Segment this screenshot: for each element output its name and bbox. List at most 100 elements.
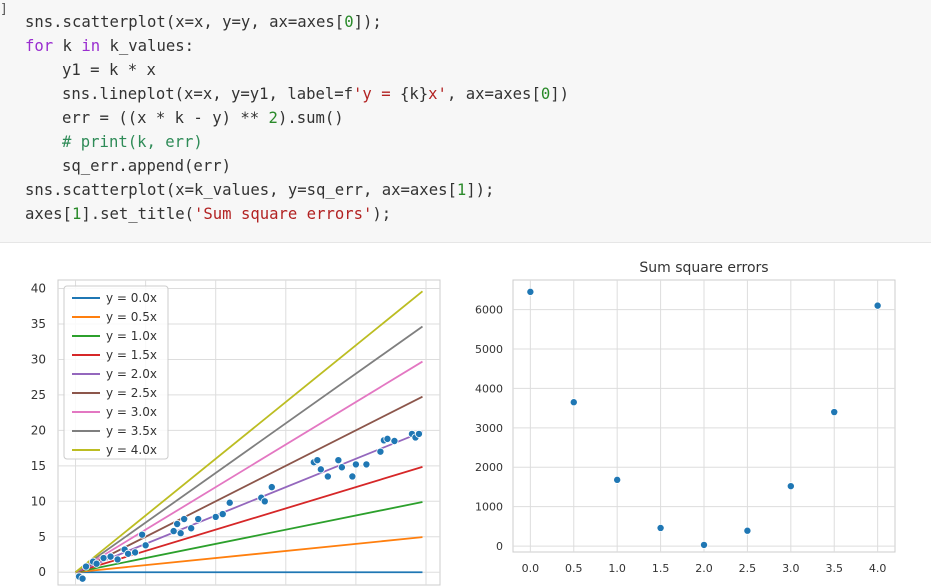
sum-square-errors-chart: Sum square errors 0.0 0.5 1.0 1.5 2.0 2.5 3.0 3.… (475, 260, 896, 575)
scatter-point (337, 463, 346, 472)
legend-label: y = 4.0x (106, 443, 157, 457)
scatter-point (569, 398, 578, 407)
legend-label: y = 3.0x (106, 405, 157, 419)
y-tick-label: 15 (31, 459, 46, 473)
code-token: 1 (456, 181, 467, 199)
code-line: y1 = k * x (25, 58, 569, 82)
code-token: ]); (466, 181, 495, 199)
series-line (75, 536, 423, 574)
scatter-point (830, 408, 839, 417)
scatter-point (323, 472, 332, 481)
series-line (75, 501, 423, 574)
scatter-point (376, 447, 385, 456)
code-token: sns.lineplot(x=x, y=y1, label=f (62, 85, 354, 103)
scatter-point (613, 475, 622, 484)
scatter-point (699, 540, 708, 549)
code-editor[interactable]: sns.scatterplot(x=x, y=y, ax=axes[0]); fo… (25, 10, 569, 226)
code-token: ).sum() (277, 109, 344, 127)
legend-label: y = 0.5x (106, 310, 157, 324)
legend: y = 0.0x y = 0.5x y = 1.0x y = 1.5x y = 2.0x… (63, 285, 169, 460)
y-tick-label: 5000 (475, 343, 503, 356)
scatter-point (334, 456, 343, 465)
scatter-point (873, 301, 882, 310)
code-line: err = ((x * k - y) ** 2).sum() (25, 106, 569, 130)
code-token: y1 = k * x (62, 61, 156, 79)
scatter-point (113, 555, 122, 564)
code-token: sns.scatterplot(x=x, y=y, ax=axes[ (25, 13, 345, 31)
code-line: # print(k, err) (25, 130, 569, 154)
legend-box (63, 285, 169, 460)
scatter-point (211, 512, 220, 521)
scatter-point (176, 529, 185, 538)
legend-label: y = 0.0x (106, 291, 157, 305)
scatter-point (106, 552, 115, 561)
code-line: axes[1].set_title('Sum square errors'); (25, 202, 569, 226)
scatter-point (383, 434, 392, 443)
scatter-point (526, 287, 535, 296)
y-tick-label: 30 (31, 352, 46, 366)
y-tick-label: 6000 (475, 304, 503, 317)
code-token: 'Sum square errors' (194, 205, 373, 223)
scatter-point (124, 549, 133, 558)
scatter-point (82, 562, 91, 571)
y-tick-label: 0 (496, 540, 503, 553)
scatter-point (348, 472, 357, 481)
scatter-point (260, 497, 269, 506)
legend-label: y = 3.5x (106, 424, 157, 438)
code-line: sns.scatterplot(x=x, y=y, ax=axes[0]); (25, 10, 569, 34)
x-tick-label: 3.5 (825, 562, 843, 575)
code-token: 2 (268, 109, 278, 127)
y-tick-label: 4000 (475, 382, 503, 395)
code-line: sns.scatterplot(x=k_values, y=sq_err, ax… (25, 178, 569, 202)
y-tick-label: 2000 (475, 461, 503, 474)
scatter-point (786, 482, 795, 491)
code-token: sq_err.append(err) (62, 157, 231, 175)
scatter-point (99, 554, 108, 563)
code-token: {k} (400, 85, 429, 103)
y-tick-label: 25 (31, 388, 46, 402)
line-chart: 02468100510152025303540y = 0.0xy = 0.5xy… (31, 279, 441, 586)
series-line (75, 360, 423, 574)
series-line (75, 395, 423, 574)
scatter-point (138, 530, 147, 539)
code-line: for k in k_values: (25, 34, 569, 58)
scatter-point (141, 541, 150, 550)
scatter-point (218, 510, 227, 519)
x-tick-label: 1.0 (608, 562, 626, 575)
code-token: x' (428, 85, 447, 103)
scatter-point (316, 465, 325, 474)
code-token: axes[ (25, 205, 72, 223)
legend-label: y = 2.0x (106, 367, 157, 381)
scatter-point (351, 460, 360, 469)
y-tick-label: 10 (31, 494, 46, 508)
code-token: ].set_title( (81, 205, 195, 223)
code-line: sq_err.append(err) (25, 154, 569, 178)
code-token: k_values: (100, 37, 195, 55)
scatter-point (173, 519, 182, 528)
code-token: 0 (540, 85, 551, 103)
scatter-point (743, 526, 752, 535)
legend-label: y = 2.5x (106, 386, 157, 400)
scatter-point (656, 523, 665, 532)
code-token: # print(k, err) (62, 133, 203, 151)
code-cell[interactable]: ] sns.scatterplot(x=x, y=y, ax=axes[0]);… (0, 0, 931, 243)
code-token: 1 (71, 205, 82, 223)
scatter-point (78, 574, 87, 583)
output-area: 02468100510152025303540y = 0.0xy = 0.5xy… (0, 243, 931, 587)
chart-title: Sum square errors (639, 260, 768, 276)
scatter-point (131, 548, 140, 557)
x-tick-label: 1.5 (652, 562, 670, 575)
code-line: sns.lineplot(x=x, y=y1, label=f'y = {k}x… (25, 82, 569, 106)
series-line (75, 325, 423, 573)
y-tick-label: 3000 (475, 422, 503, 435)
legend-label: y = 1.5x (106, 348, 157, 362)
code-token: err = ((x * k - y) ** (62, 109, 269, 127)
x-tick-label: 2.0 (695, 562, 713, 575)
code-token: , ax=axes[ (446, 85, 541, 103)
code-token: for (25, 37, 54, 55)
scatter-point (390, 437, 399, 446)
y-tick-label: 1000 (475, 501, 503, 514)
code-token: ); (372, 205, 392, 223)
code-token: 'y = (353, 85, 400, 103)
x-tick-label: 4.0 (869, 562, 887, 575)
